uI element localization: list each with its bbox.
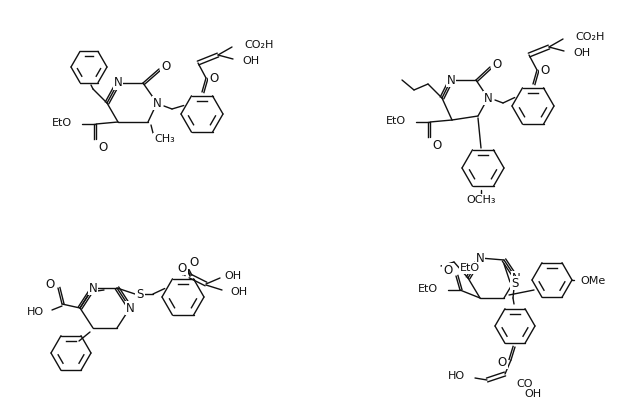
Text: O: O xyxy=(540,63,550,76)
Text: OCH₃: OCH₃ xyxy=(466,195,495,205)
Text: S: S xyxy=(136,288,144,300)
Text: O: O xyxy=(46,278,55,290)
Text: O: O xyxy=(189,256,198,269)
Text: N: N xyxy=(125,302,134,315)
Text: OH: OH xyxy=(224,271,241,281)
Text: N: N xyxy=(89,281,97,295)
Text: O: O xyxy=(98,141,107,154)
Text: OH: OH xyxy=(524,389,542,399)
Text: N: N xyxy=(475,251,484,264)
Text: HO: HO xyxy=(27,307,44,317)
Text: CO: CO xyxy=(517,379,534,389)
Text: S: S xyxy=(511,276,519,290)
Text: O: O xyxy=(497,356,507,369)
Text: N: N xyxy=(114,76,122,90)
Text: O: O xyxy=(177,261,187,274)
Text: OH: OH xyxy=(242,56,259,66)
Text: N: N xyxy=(484,91,492,105)
Text: EtO: EtO xyxy=(52,118,72,128)
Text: O: O xyxy=(444,264,452,276)
Text: OMe: OMe xyxy=(580,276,605,286)
Text: EtO: EtO xyxy=(418,284,438,294)
Text: O: O xyxy=(432,139,441,151)
Text: CO₂H: CO₂H xyxy=(575,32,605,42)
Text: HO: HO xyxy=(448,371,465,381)
Text: O: O xyxy=(162,61,170,73)
Text: N: N xyxy=(512,271,520,285)
Text: EtO: EtO xyxy=(386,116,406,126)
Text: O: O xyxy=(492,59,502,71)
Text: N: N xyxy=(447,73,456,86)
Text: OH: OH xyxy=(573,48,590,58)
Text: OH: OH xyxy=(230,287,247,297)
Text: N: N xyxy=(153,97,162,110)
Text: CO₂H: CO₂H xyxy=(244,40,273,50)
Text: CH₃: CH₃ xyxy=(154,134,175,144)
Text: O: O xyxy=(210,71,218,85)
Text: EtO: EtO xyxy=(460,263,480,273)
